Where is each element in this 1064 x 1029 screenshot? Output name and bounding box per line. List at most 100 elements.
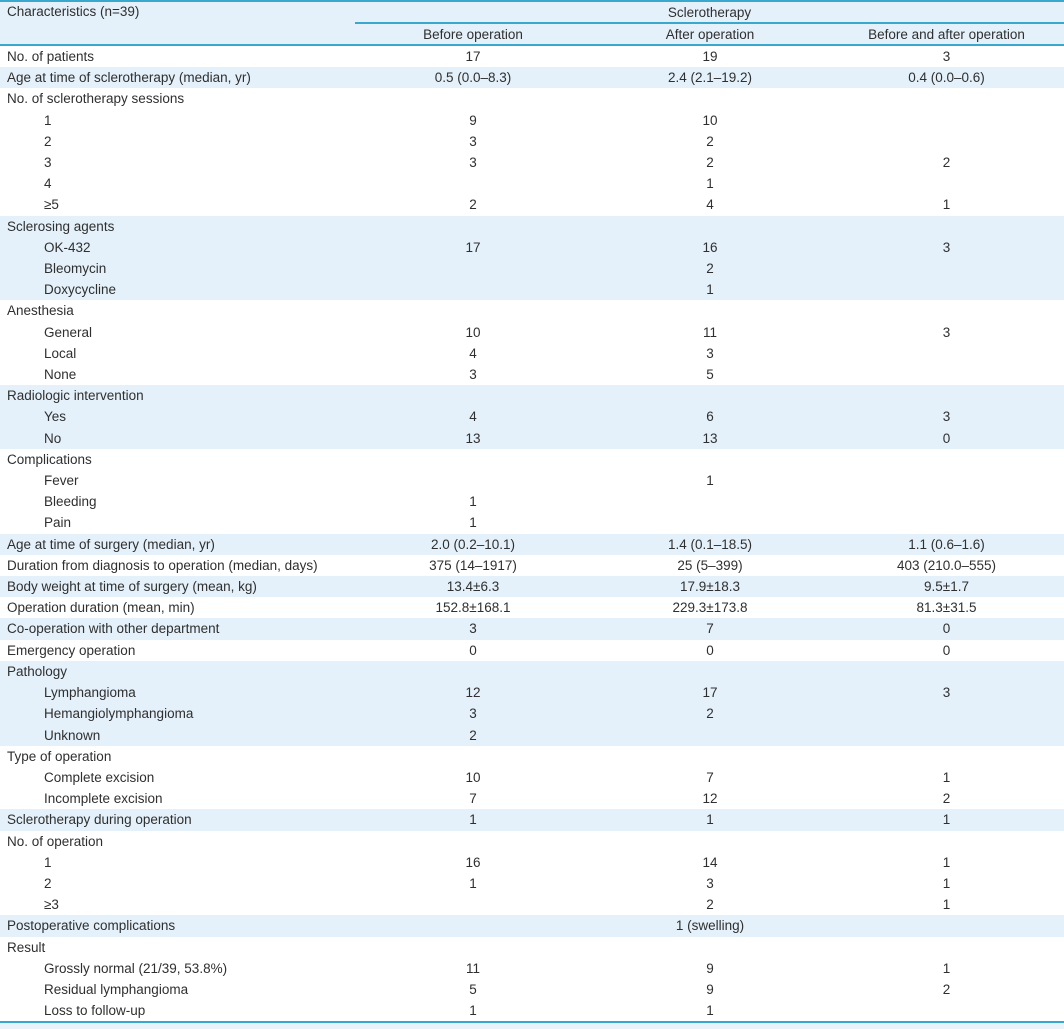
row-value: 14 [702, 854, 718, 870]
header-row-columns: Before operation After operation Before … [0, 23, 1064, 46]
row-value: 1 [591, 279, 829, 301]
row-value [591, 300, 829, 321]
row-value: 3 [829, 682, 1064, 704]
row-value [829, 300, 1064, 321]
table-header: Characteristics (n=39) Sclerotherapy Bef… [0, 1, 1064, 46]
row-value: 3 [942, 324, 951, 340]
table-row: Residual lymphangioma 5 9 2 [0, 979, 1064, 1000]
row-value [591, 831, 829, 852]
row-label: No [0, 427, 355, 449]
row-label: Fever [44, 473, 79, 489]
row-value [355, 831, 591, 852]
row-value: 0.5 (0.0–8.3) [355, 67, 591, 89]
row-value [355, 894, 591, 915]
table-row: None 3 5 [0, 364, 1064, 385]
row-value: 0 [829, 618, 1064, 640]
row-value: 16 [591, 236, 829, 259]
row-label: Co-operation with other department [0, 618, 355, 640]
row-value: 1 [942, 197, 951, 213]
table-row: Co-operation with other department 3 7 0 [0, 618, 1064, 640]
row-value: 3 [829, 406, 1064, 428]
row-label: Incomplete excision [44, 791, 163, 807]
row-value: 1 [706, 176, 714, 192]
row-value: 3 [942, 49, 951, 64]
row-value: 17 [591, 682, 829, 704]
row-label: Local [44, 345, 77, 361]
table-row: Unknown 2 [0, 724, 1064, 746]
row-value [355, 215, 591, 237]
table-row: No. of patients 17 19 3 [0, 45, 1064, 67]
row-label: Body weight at time of surgery (mean, kg… [0, 576, 355, 598]
row-value [829, 470, 1064, 491]
row-value: 2 [942, 981, 951, 997]
header-row-group: Characteristics (n=39) Sclerotherapy [0, 1, 1064, 46]
row-value [829, 88, 1064, 109]
table-row: General 10 11 3 [0, 322, 1064, 343]
row-value [591, 385, 829, 407]
row-value [355, 300, 591, 321]
row-label: 1 [44, 854, 52, 870]
row-value: 1 [706, 473, 714, 489]
row-value: 3 [469, 367, 477, 383]
table-row: Complete excision 10 7 1 [0, 767, 1064, 788]
row-label: 2 [44, 875, 52, 891]
row-value: 2 [706, 155, 714, 171]
row-value: 0 [469, 642, 477, 658]
table-row: Sclerotherapy during operation 1 1 1 [0, 809, 1064, 831]
row-value: 1 [355, 809, 591, 831]
table-row: Operation duration (mean, min) 152.8±168.… [0, 597, 1064, 618]
table-row: ≥3 2 1 [0, 894, 1064, 915]
row-value: 81.3±31.5 [916, 600, 977, 616]
row-value [355, 937, 591, 958]
row-value [355, 470, 591, 491]
table-row: Type of operation [0, 746, 1064, 767]
row-value: 5 [706, 367, 714, 383]
row-value: 1 [942, 875, 951, 891]
row-label: ≥5 [44, 197, 59, 213]
table-row: Result [0, 937, 1064, 958]
table-row: 1 16 14 1 [0, 852, 1064, 873]
row-label: Sclerotherapy during operation [0, 809, 355, 831]
row-value: 2 [591, 703, 829, 725]
row-label: Doxycycline [0, 279, 355, 301]
table-row: Fever 1 [0, 470, 1064, 491]
row-value: 2 [355, 724, 591, 746]
row-value: 7 [469, 791, 477, 807]
row-value [829, 660, 1064, 683]
col-header-after-operation: After operation [591, 23, 829, 46]
characteristics-header: Characteristics (n=39) [0, 1, 355, 46]
row-value: 2 [591, 258, 829, 280]
table-row: No 13 13 0 [0, 427, 1064, 449]
row-label: Age at time of sclerotherapy (median, yr… [0, 67, 355, 89]
table-row: OK-432 17 16 3 [0, 236, 1064, 259]
row-value: 13.4±6.3 [355, 576, 591, 598]
row-label: Bleeding [44, 494, 97, 510]
row-value [829, 915, 1064, 937]
row-value: 17 [355, 236, 591, 259]
table-row: Emergency operation 0 0 0 [0, 640, 1064, 661]
row-value: 1 [469, 494, 477, 510]
row-label: No. of sclerotherapy sessions [7, 91, 185, 107]
table-row: Lymphangioma 12 17 3 [0, 682, 1064, 704]
row-value: 1 [469, 1003, 477, 1019]
table-row: ≥5 2 4 1 [0, 194, 1064, 215]
row-value: 229.3±173.8 [672, 600, 748, 616]
row-label: Anesthesia [7, 303, 74, 319]
row-label: Yes [0, 406, 355, 428]
row-value [591, 746, 829, 767]
row-value: 10 [702, 112, 718, 128]
row-value: 0 [942, 642, 951, 658]
row-value [591, 937, 829, 958]
row-value [829, 110, 1064, 131]
row-value: 3 [355, 703, 591, 725]
row-value: 10 [465, 769, 481, 785]
row-value [829, 385, 1064, 407]
table-row: Complications [0, 449, 1064, 470]
row-label: Grossly normal (21/39, 53.8%) [44, 960, 228, 976]
row-value [355, 449, 591, 470]
table-row: Age at time of surgery (median, yr) 2.0 (… [0, 533, 1064, 555]
table-row: Anesthesia [0, 300, 1064, 321]
table-row: Doxycycline 1 [0, 279, 1064, 301]
row-value [829, 258, 1064, 280]
